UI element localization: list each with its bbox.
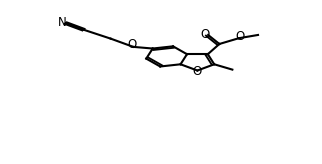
- Text: O: O: [193, 65, 202, 78]
- Text: O: O: [200, 28, 210, 41]
- Text: N: N: [58, 16, 67, 29]
- Text: O: O: [127, 38, 137, 51]
- Text: O: O: [236, 30, 245, 43]
